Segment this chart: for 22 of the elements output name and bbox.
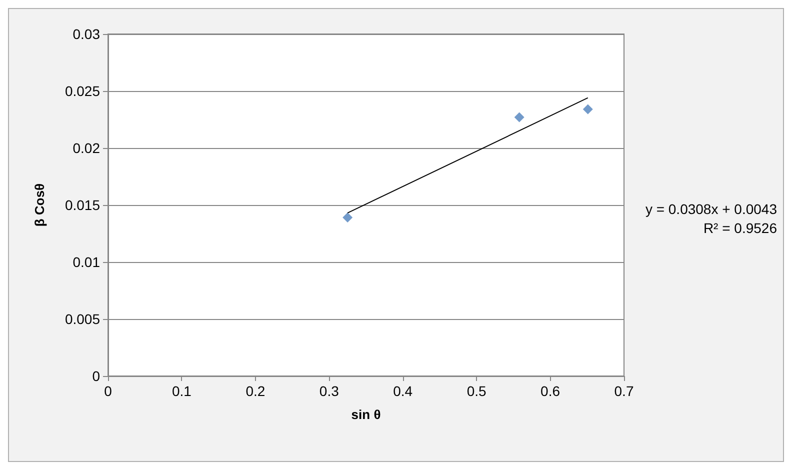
x-axis-title: sin θ	[351, 407, 381, 422]
x-tick-label: 0.2	[246, 383, 266, 399]
y-tick-label: 0.02	[72, 140, 100, 156]
y-tick-label: 0.025	[64, 83, 100, 99]
point	[342, 212, 353, 223]
x-tick-label: 0.6	[540, 383, 560, 399]
y-tick-label: 0.03	[72, 26, 100, 42]
point	[514, 112, 524, 122]
y-tick-label: 0.005	[64, 311, 100, 327]
x-tick-label: 0.4	[393, 383, 413, 399]
x-tick-label: 0.5	[466, 383, 487, 399]
point	[582, 104, 593, 114]
y-tick-label: 0.01	[72, 254, 100, 270]
x-tick-label: 0	[104, 383, 112, 399]
y-axis-title: β Cosθ	[32, 183, 47, 227]
x-tick-label: 0.1	[172, 383, 192, 399]
x-tick-label: 0.3	[319, 383, 340, 399]
x-tick-label: 0.7	[614, 383, 634, 399]
text: y = 0.0308x + 0.0043	[645, 201, 778, 217]
y-tick-label: 0	[92, 368, 100, 384]
text: R² = 0.9526	[703, 220, 778, 236]
y-tick-label: 0.015	[64, 197, 100, 213]
